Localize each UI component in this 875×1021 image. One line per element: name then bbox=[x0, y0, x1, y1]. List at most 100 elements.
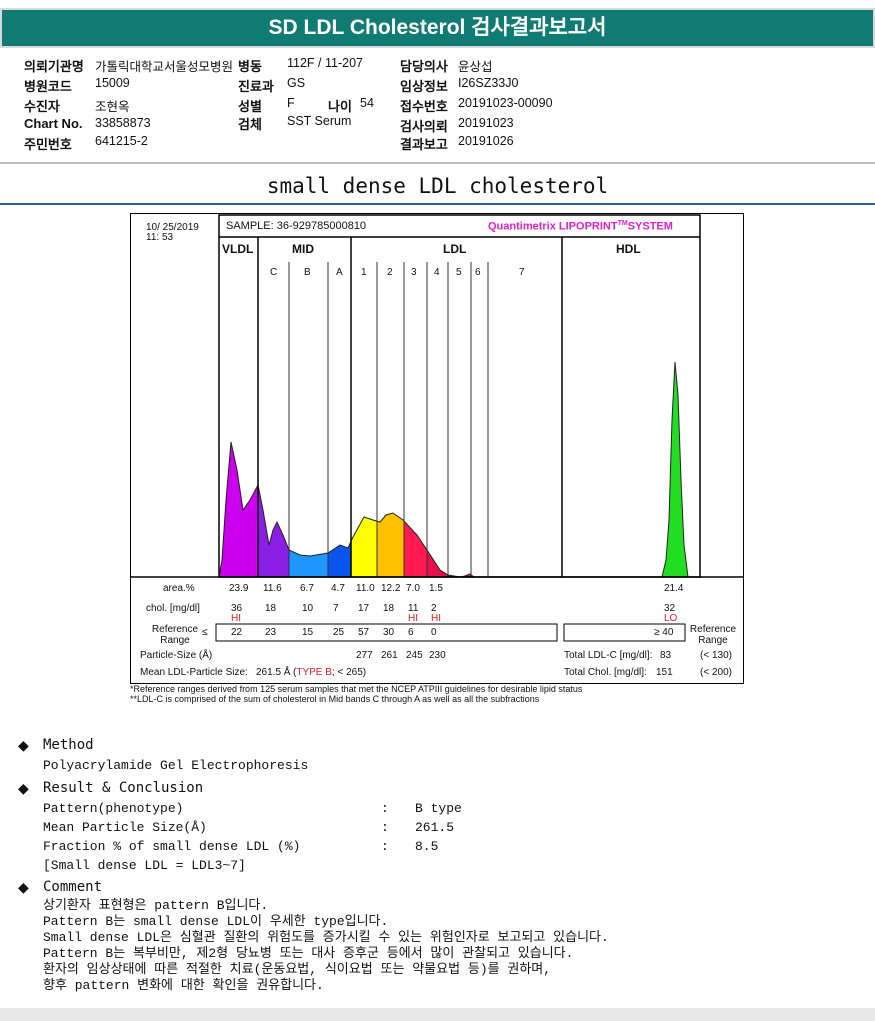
result-label: Fraction % of small dense LDL (%) bbox=[43, 839, 301, 854]
chart-no-label: Chart No. bbox=[24, 116, 83, 131]
hdl-ref: ≥ 40 bbox=[654, 627, 674, 638]
hospital-code: 15009 bbox=[95, 76, 130, 90]
sex-label: 성별 bbox=[238, 99, 262, 114]
particle-value: 245 bbox=[406, 650, 423, 661]
patient: 조현옥 bbox=[95, 100, 130, 114]
total-chol-label: Total Chol. [mg/dl]: bbox=[564, 667, 647, 678]
total-ldl: 83 bbox=[660, 650, 672, 661]
total-chol-ref: (< 200) bbox=[700, 667, 732, 678]
method-text: Polyacrylamide Gel Electrophoresis bbox=[43, 758, 309, 773]
ref-value: 22 bbox=[231, 627, 243, 638]
band-fill-C bbox=[258, 442, 289, 577]
result-value: 261.5 bbox=[415, 820, 455, 835]
section-title: small dense LDL cholesterol bbox=[266, 174, 609, 198]
area-value: 6.7 bbox=[300, 583, 314, 594]
band-label: 6 bbox=[475, 267, 481, 278]
report-title: SD LDL Cholesterol 검사결과보고서 bbox=[0, 8, 875, 48]
hdl-peak bbox=[661, 361, 689, 578]
group-hdl: HDL bbox=[616, 242, 641, 256]
doctor: 윤상섭 bbox=[458, 60, 493, 74]
result-title: Result & Conclusion bbox=[43, 780, 204, 796]
footer-bar bbox=[0, 1008, 875, 1021]
chart-no: 33858873 bbox=[95, 116, 151, 130]
particle-value: 277 bbox=[356, 650, 373, 661]
area-label: area.% bbox=[163, 583, 195, 594]
ref-value: 6 bbox=[408, 627, 414, 638]
ref-value: 15 bbox=[302, 627, 314, 638]
ref-value: 25 bbox=[333, 627, 345, 638]
diamond-icon: ◆ bbox=[18, 780, 29, 796]
chart-date: 10/ 25/2019 bbox=[146, 222, 199, 233]
hdl-ref-box bbox=[563, 623, 686, 642]
density-curve bbox=[218, 441, 475, 578]
chol-value: 18 bbox=[265, 603, 277, 614]
chol-flag: HI bbox=[408, 613, 418, 624]
report-date: 20191026 bbox=[458, 134, 514, 148]
group-mid: MID bbox=[292, 242, 314, 256]
receipt: 20191023-00090 bbox=[458, 96, 553, 110]
band-label: 4 bbox=[434, 267, 440, 278]
sample-id: SAMPLE: 36-929785000810 bbox=[226, 220, 367, 232]
id-label: 주민번호 bbox=[24, 137, 72, 152]
band-label: C bbox=[270, 267, 278, 278]
area-value: 12.2 bbox=[381, 583, 401, 594]
request: 20191023 bbox=[458, 116, 514, 130]
divider bbox=[0, 203, 875, 205]
area-value: 7.0 bbox=[406, 583, 420, 594]
clinical-label: 임상정보 bbox=[400, 79, 448, 94]
band-fill-3 bbox=[404, 442, 427, 577]
diamond-icon: ◆ bbox=[18, 737, 29, 753]
patient-label: 수진자 bbox=[24, 99, 60, 114]
ref-range-box bbox=[215, 623, 558, 642]
band-fill-VLDL bbox=[219, 442, 258, 577]
band-label: 2 bbox=[387, 267, 393, 278]
result-value: 8.5 bbox=[415, 839, 439, 854]
area-value: 4.7 bbox=[331, 583, 345, 594]
doctor-label: 담당의사 bbox=[400, 59, 448, 74]
dept: GS bbox=[287, 76, 306, 90]
sex: F bbox=[287, 96, 295, 110]
chol-value: 18 bbox=[383, 603, 395, 614]
result-note: [Small dense LDL = LDL3~7] bbox=[43, 858, 246, 873]
comment-line: Small dense LDL은 심혈관 질환의 위험도를 증가시킬 수 있는 … bbox=[43, 930, 609, 945]
mean-type: (TYPE B; < 265) bbox=[293, 667, 367, 678]
comment-line: Pattern B는 small dense LDL이 우세한 type입니다. bbox=[43, 914, 389, 929]
ref-value: 0 bbox=[431, 627, 437, 638]
ref-prefix: ≤ bbox=[202, 627, 208, 638]
age-label: 나이 bbox=[328, 99, 352, 114]
divider bbox=[0, 162, 875, 164]
band-fill-B bbox=[289, 442, 328, 577]
ref-value: 30 bbox=[383, 627, 395, 638]
specimen: SST Serum bbox=[287, 114, 352, 128]
chol-value: 36 bbox=[231, 603, 243, 614]
result-label: Pattern(phenotype) bbox=[43, 801, 184, 816]
chart-time: 11: 53 bbox=[146, 232, 174, 243]
comment-line: 향후 pattern 변화에 대한 확인을 권유합니다. bbox=[43, 978, 324, 993]
comment-line: Pattern B는 복부비만, 제2형 당뇨병 또는 대사 증후군 등에서 많… bbox=[43, 946, 574, 961]
request-label: 검사의뢰 bbox=[400, 119, 448, 134]
total-ldl-label: Total LDL-C [mg/dl]: bbox=[564, 650, 653, 661]
ref-value: 23 bbox=[265, 627, 277, 638]
band-label: B bbox=[304, 267, 311, 278]
result-sep: : bbox=[381, 820, 389, 835]
chol-value: 11 bbox=[408, 603, 419, 614]
band-label: 5 bbox=[456, 267, 462, 278]
area-value: 11.6 bbox=[263, 583, 282, 594]
group-vldl: VLDL bbox=[222, 242, 254, 256]
footnote: *Reference ranges derived from 125 serum… bbox=[130, 684, 583, 694]
footnote: **LDL-C is comprised of the sum of chole… bbox=[130, 694, 540, 704]
result-label: Mean Particle Size(Å) bbox=[43, 820, 207, 835]
brand-logo: Quantimetrix LIPOPRINTTMSYSTEM bbox=[488, 220, 673, 233]
diamond-icon: ◆ bbox=[18, 879, 29, 895]
chol-value: 7 bbox=[333, 603, 339, 614]
dept-label: 진료과 bbox=[238, 79, 274, 94]
group-ldl: LDL bbox=[443, 242, 467, 256]
band-label: A bbox=[336, 267, 343, 278]
comment-line: 상기환자 표현형은 pattern B입니다. bbox=[43, 898, 269, 913]
id: 641215-2 bbox=[95, 134, 148, 148]
age: 54 bbox=[360, 96, 374, 110]
comment-title: Comment bbox=[43, 879, 103, 895]
hdl-area: 21.4 bbox=[664, 583, 684, 594]
result-sep: : bbox=[381, 801, 389, 816]
